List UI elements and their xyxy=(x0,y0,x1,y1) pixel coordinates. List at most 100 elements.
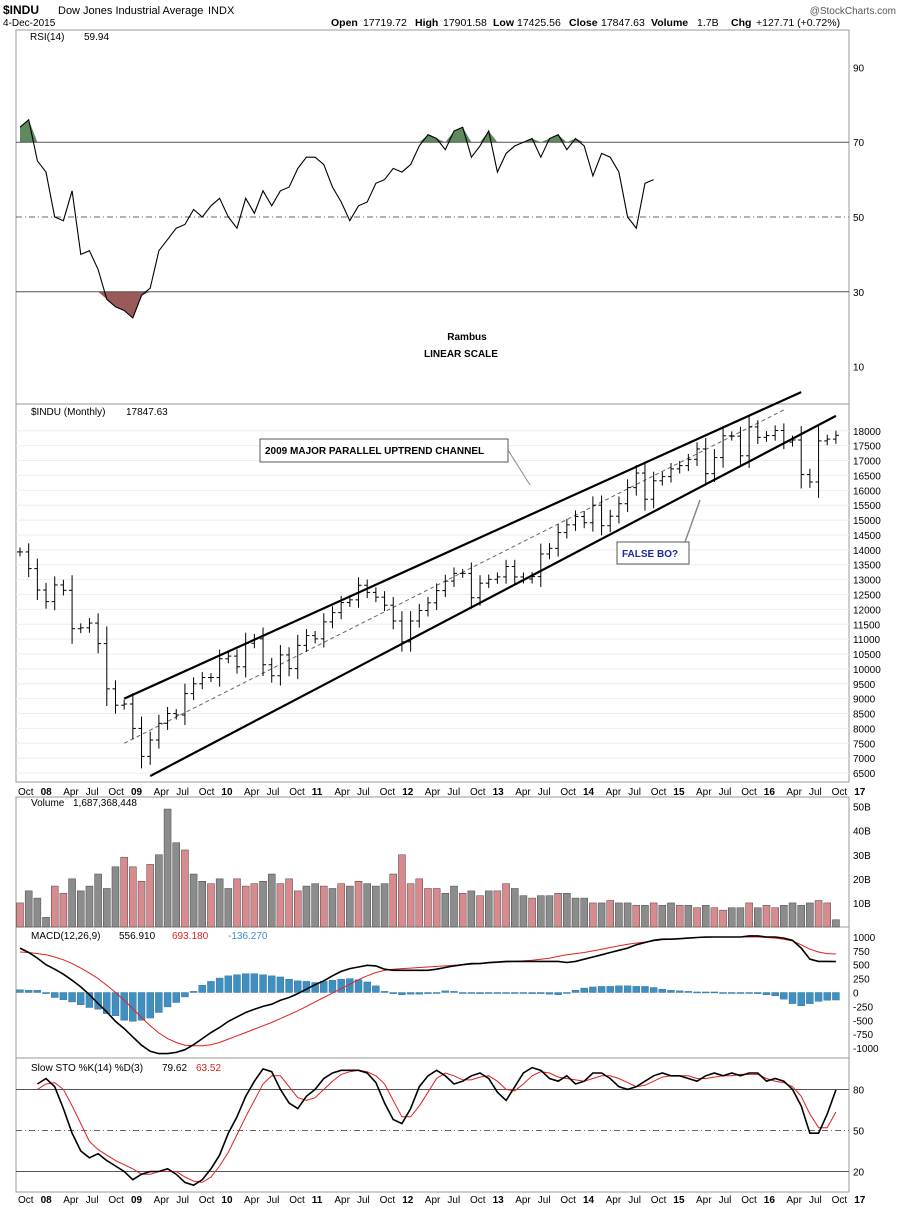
sto-tick-label: 80 xyxy=(853,1085,865,1096)
volume-bar xyxy=(719,909,727,928)
macd-histogram-bar xyxy=(424,992,432,994)
author-annotation: Rambus xyxy=(447,332,487,343)
macd-histogram-bar xyxy=(172,992,180,1003)
channel-label: 2009 MAJOR PARALLEL UPTREND CHANNEL xyxy=(265,446,484,457)
x-axis-label-bottom: Apr xyxy=(154,1195,170,1206)
price-tick-label: 6500 xyxy=(853,769,876,780)
x-axis-label-bottom: Jul xyxy=(538,1195,551,1206)
macd-histogram-bar xyxy=(51,992,59,998)
ohlc-bar xyxy=(598,495,605,536)
rsi-overbought-fill xyxy=(566,138,585,143)
x-axis-label-middle: Apr xyxy=(244,787,260,798)
macd-signal-line xyxy=(19,936,836,1047)
macd-histogram-bar xyxy=(146,992,154,1019)
x-axis-label-middle: Oct xyxy=(380,787,396,798)
macd-histogram-bar xyxy=(311,982,319,993)
macd-histogram-bar xyxy=(823,992,831,1001)
ohlc-bar xyxy=(338,595,345,620)
volume-bar xyxy=(484,890,493,928)
rsi-overbought-fill xyxy=(20,119,38,143)
ohlc-bar xyxy=(529,572,536,584)
macd-line xyxy=(19,935,836,1055)
x-axis-label-bottom: 14 xyxy=(583,1195,595,1206)
macd-histogram-bar xyxy=(16,989,24,993)
ohlc-bar xyxy=(329,606,336,629)
macd-histogram-bar xyxy=(485,992,493,994)
price-tick-label: 7500 xyxy=(853,739,876,750)
x-axis-label-middle: 11 xyxy=(312,787,323,798)
x-axis-label-middle: 08 xyxy=(41,787,53,798)
volume-bar xyxy=(771,907,779,928)
macd-histogram-bar xyxy=(736,992,745,994)
volume-bar xyxy=(354,881,363,928)
macd-histogram-bar xyxy=(294,980,302,993)
volume-bar xyxy=(710,907,719,928)
macd-histogram-bar xyxy=(667,990,675,993)
macd-histogram-bar xyxy=(658,988,667,993)
macd-histogram-bar xyxy=(580,987,588,993)
volume-bar xyxy=(528,897,536,928)
ohlc-bar xyxy=(668,462,674,483)
ohlc-bar xyxy=(43,582,50,609)
volume-bar xyxy=(519,895,528,928)
volume-bar xyxy=(85,885,94,928)
ohlc-bar xyxy=(216,649,223,687)
ohlc-bar xyxy=(763,431,770,442)
sto-title: Slow STO %K(14) %D(3) xyxy=(31,1063,143,1074)
macd-histogram-bar xyxy=(363,981,371,993)
volume-bar xyxy=(372,885,380,928)
volume-bar xyxy=(667,902,675,928)
macd-histogram-bar xyxy=(398,992,406,995)
x-axis-label-middle: Oct xyxy=(832,787,848,798)
macd-histogram-bar xyxy=(615,985,623,993)
ohlc-bar xyxy=(303,629,310,652)
volume-bar xyxy=(111,866,120,928)
ohlc-bar xyxy=(260,627,267,677)
volume-bar xyxy=(424,888,432,928)
rsi-overbought-fill xyxy=(540,134,567,143)
macd-histogram-bar xyxy=(215,977,224,993)
high-label: High xyxy=(415,17,438,29)
macd-tick-label: 1000 xyxy=(853,933,876,944)
x-axis-label-bottom: Oct xyxy=(651,1195,667,1206)
x-axis-label-bottom: Apr xyxy=(63,1195,79,1206)
volume-panel: 50B 40B 30B 20B 10B xyxy=(16,803,871,928)
x-axis-label-middle: Apr xyxy=(786,787,802,798)
volume-bar xyxy=(389,873,397,928)
volume-bar xyxy=(398,854,406,928)
ohlc-bar xyxy=(754,420,761,445)
macd-histogram-bar xyxy=(710,991,719,994)
macd-histogram-bar xyxy=(814,992,823,1002)
macd-tick-label: 250 xyxy=(853,975,870,986)
volume-bar xyxy=(554,893,562,928)
panel-frames xyxy=(15,29,850,1193)
ohlc-bar xyxy=(34,558,41,601)
x-axis-label-bottom: 10 xyxy=(221,1195,233,1206)
macd-histogram-bar xyxy=(250,973,259,993)
volume-bar xyxy=(363,883,371,928)
volume-tick-label: 30B xyxy=(853,851,871,862)
macd-histogram-bar xyxy=(189,991,198,993)
macd-histogram-bar xyxy=(380,991,389,993)
macd-histogram-bar xyxy=(354,979,363,993)
volume-bar xyxy=(120,856,128,928)
volume-bar xyxy=(33,897,42,928)
ohlc-bar xyxy=(77,623,84,634)
rsi-panel: 90 70 50 30 10 xyxy=(16,63,865,374)
x-axis-label-bottom: 08 xyxy=(41,1195,53,1206)
ohlc-bar xyxy=(190,677,197,701)
volume-bar xyxy=(294,890,302,928)
volume-bar xyxy=(380,883,389,928)
x-axis-label-bottom: Oct xyxy=(108,1195,124,1206)
volume-tick-label: 40B xyxy=(853,827,871,838)
x-axis-label-bottom: Oct xyxy=(470,1195,486,1206)
ohlc-bar xyxy=(312,631,319,644)
ohlc-bar xyxy=(86,618,93,633)
ohlc-bar xyxy=(51,576,58,611)
ohlc-bar xyxy=(112,680,119,714)
ohlc-bar xyxy=(650,471,657,509)
volume-bar xyxy=(215,878,224,928)
macd-histogram-bar xyxy=(85,992,94,1008)
macd-histogram-bar xyxy=(675,990,684,993)
volume-bar xyxy=(537,895,545,928)
